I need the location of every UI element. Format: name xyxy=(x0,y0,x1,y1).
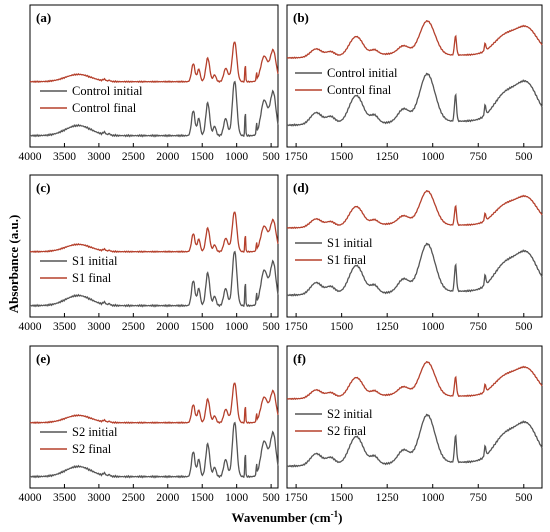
x-tick-label: 500 xyxy=(515,321,533,333)
legend-entry: S2 final xyxy=(327,424,367,438)
x-tick-label: 1000 xyxy=(421,151,444,163)
x-tick-label: 2500 xyxy=(122,321,145,333)
panel-label: (e) xyxy=(36,351,50,366)
panel-label: (f) xyxy=(293,351,306,366)
x-tick-label: 1750 xyxy=(285,492,308,504)
legend-entry: S1 final xyxy=(327,253,367,267)
x-tick-label: 1750 xyxy=(285,151,308,163)
panel-label: (c) xyxy=(36,180,50,195)
panel-label: (d) xyxy=(293,180,309,195)
panel-e: 4000 3500 3000 2500 2000 1500 1000 500 (e) S2 ini… xyxy=(19,345,280,504)
x-tick-label: 500 xyxy=(515,492,533,504)
legend-entry: S2 final xyxy=(72,442,112,456)
x-tick-label: 1500 xyxy=(330,492,353,504)
legend-entry: S1 initial xyxy=(327,236,373,250)
x-tick-label: 500 xyxy=(262,321,280,333)
x-tick-label: 3000 xyxy=(87,151,110,163)
legend-entry: Control final xyxy=(327,83,392,97)
x-tick-label: 3000 xyxy=(87,321,110,333)
plot-frame xyxy=(286,345,543,489)
x-axis-title: Wavenumber (cm-1) xyxy=(232,509,343,525)
panel-f: 1750 1500 1250 1000 750 500 (f) S2 initial S2 fi… xyxy=(285,345,543,504)
series-initial-line xyxy=(29,80,279,138)
plot-frame xyxy=(29,4,279,148)
legend-entry: Control final xyxy=(72,101,137,115)
x-tick-label: 750 xyxy=(470,321,488,333)
x-tick-label: 500 xyxy=(262,151,280,163)
x-tick-label: 3500 xyxy=(53,321,76,333)
x-tick-label: 1000 xyxy=(225,321,248,333)
x-tick-label: 2500 xyxy=(122,151,145,163)
x-tick-label: 2000 xyxy=(156,321,179,333)
panel-d: 1750 1500 1250 1000 750 500 (d) S1 initial S1 fi… xyxy=(285,174,543,333)
y-axis-title: Absorbance (a.u.) xyxy=(6,215,21,314)
x-tick-label: 1500 xyxy=(191,151,214,163)
x-tick-label: 1750 xyxy=(285,321,308,333)
plot-frame xyxy=(29,345,279,489)
legend-entry: S1 final xyxy=(72,271,112,285)
series-final-line xyxy=(286,360,543,401)
x-tick-label: 750 xyxy=(470,151,488,163)
x-tick-label: 1500 xyxy=(330,151,353,163)
x-tick-label: 750 xyxy=(470,492,488,504)
panel-a: 4000 3500 3000 2500 2000 1500 1000 500 (a) Contro… xyxy=(19,4,280,163)
panel-c: 4000 3500 3000 2500 2000 1500 1000 500 (c) S1 ini… xyxy=(19,174,280,333)
series-initial-line xyxy=(286,413,543,468)
x-tick-label: 2000 xyxy=(156,492,179,504)
plot-frame xyxy=(286,4,543,148)
series-final-line xyxy=(29,211,279,254)
x-tick-label: 1250 xyxy=(376,321,399,333)
x-tick-label: 1000 xyxy=(421,492,444,504)
legend-entry: S2 initial xyxy=(72,425,118,439)
series-final-line xyxy=(29,382,279,425)
series-initial-line xyxy=(286,242,543,297)
panel-b: 1750 1500 1250 1000 750 500 (b) Control initial… xyxy=(285,4,543,163)
series-initial-line xyxy=(29,421,279,479)
x-tick-label: 3500 xyxy=(53,151,76,163)
x-tick-label: 1000 xyxy=(421,321,444,333)
x-tick-label: 4000 xyxy=(19,151,42,163)
x-tick-label: 500 xyxy=(262,492,280,504)
series-final-line xyxy=(29,41,279,84)
x-tick-label: 1250 xyxy=(376,492,399,504)
x-tick-label: 1500 xyxy=(330,321,353,333)
legend-entry: S2 initial xyxy=(327,407,373,421)
panel-label: (b) xyxy=(293,10,309,25)
x-tick-label: 3500 xyxy=(53,492,76,504)
series-initial-line xyxy=(29,250,279,308)
x-tick-label: 2500 xyxy=(122,492,145,504)
x-tick-label: 3000 xyxy=(87,492,110,504)
x-tick-label: 2000 xyxy=(156,151,179,163)
plot-frame xyxy=(29,174,279,318)
x-tick-label: 1500 xyxy=(191,492,214,504)
x-tick-label: 4000 xyxy=(19,321,42,333)
legend-entry: S1 initial xyxy=(72,254,118,268)
x-tick-label: 1000 xyxy=(225,151,248,163)
series-final-line xyxy=(286,189,543,230)
x-tick-label: 4000 xyxy=(19,492,42,504)
legend-entry: Control initial xyxy=(327,66,398,80)
plot-frame xyxy=(286,174,543,318)
legend-entry: Control initial xyxy=(72,84,143,98)
series-final-line xyxy=(286,19,543,60)
x-tick-label: 1250 xyxy=(376,151,399,163)
x-tick-label: 1500 xyxy=(191,321,214,333)
panel-label: (a) xyxy=(36,10,51,25)
x-tick-label: 500 xyxy=(515,151,533,163)
series-initial-line xyxy=(286,72,543,127)
x-tick-label: 1000 xyxy=(225,492,248,504)
